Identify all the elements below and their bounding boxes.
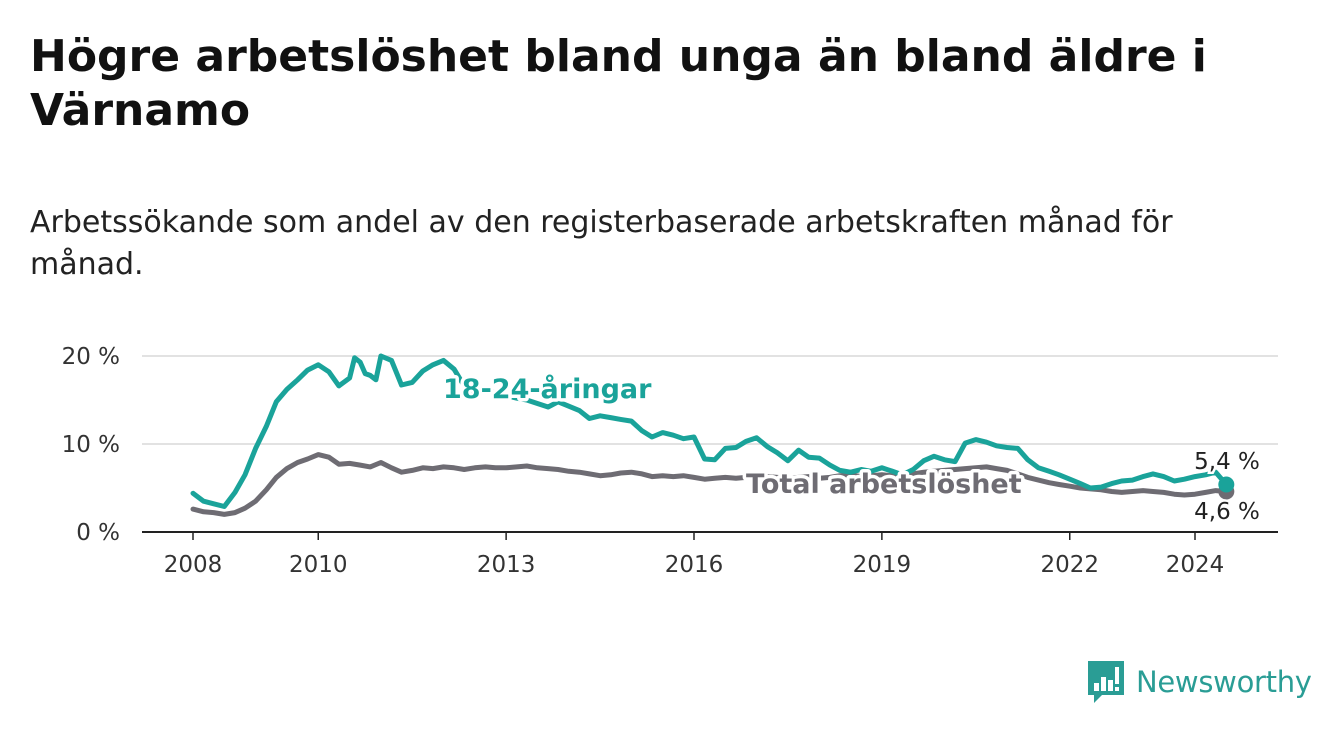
x-tick-label: 2019 [853,552,912,578]
end-value-label-total: 4,6 % [1194,499,1260,525]
grid-layer [142,355,1278,445]
series-end-point-youth [1218,476,1235,493]
y-tick-label: 20 % [62,344,120,370]
x-tick-label: 2008 [164,552,223,578]
end-value-label-youth: 5,4 % [1194,449,1260,475]
y-tick-label: 10 % [62,432,120,458]
newsworthy-logo-text: Newsworthy [1136,665,1312,699]
series-line-youth [190,353,1229,509]
x-tick-label: 2016 [665,552,724,578]
newsworthy-logo[interactable]: Newsworthy [1088,660,1312,704]
x-tick-label: 2010 [289,552,348,578]
x-tick-label: 2013 [477,552,536,578]
chart-subtitle: Arbetssökande som andel av den registerb… [30,205,1173,282]
series-layer [190,353,1235,517]
series-label-total: Total arbetslöshet [746,469,1022,500]
y-tick-label: 0 % [76,520,120,546]
label-layer: 18-24-åringar Total arbetslöshet 5,4 % 4,6 … [440,370,1263,528]
newsworthy-logo-icon [1088,661,1124,703]
x-tick-label: 2022 [1040,552,1099,578]
series-label-youth: 18-24-åringar [443,373,652,405]
chart-title: Högre arbetslöshet bland unga än bland ä… [30,31,1207,136]
x-tick-label: 2024 [1166,552,1225,578]
axis-layer: 0 % 10 % 20 % 2008 2010 2013 2016 2019 2022 2024 [62,344,1278,578]
line-chart: 0 %10 %20 %2008 2010 2013 2016 2019 2022 2024 … [62,344,1278,578]
series-line-total [190,452,1229,517]
